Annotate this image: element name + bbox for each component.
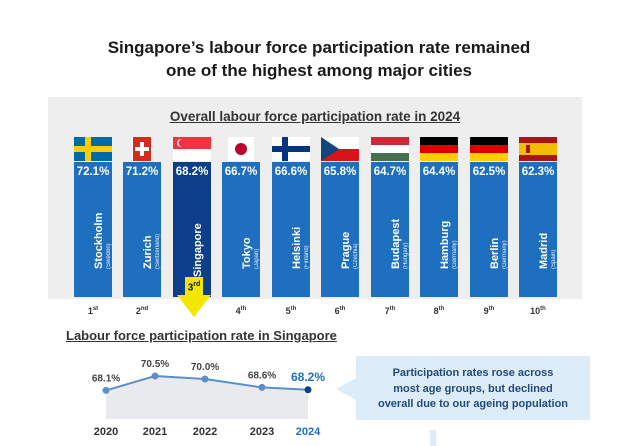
ranking-chart-panel: Overall labour force participation rate …	[48, 97, 582, 316]
bar-helsinki: 66.6% Helsinki (Finland)	[272, 162, 310, 297]
x-tick-2020: 2020	[94, 426, 118, 438]
callout-stub	[430, 430, 436, 446]
bar-category-label: Berlin (Germany)	[489, 238, 509, 269]
hungary-flag-icon	[371, 137, 409, 161]
bar-prague: 65.8% Prague (Czechia)	[321, 162, 359, 297]
rank-label: 9th	[483, 306, 495, 316]
switzerland-flag-icon	[123, 137, 161, 161]
rank-label: 5th	[285, 306, 297, 316]
rank-label: 7th	[384, 306, 396, 316]
bar-value-label: 62.5%	[472, 166, 506, 178]
x-tick-2024: 2024	[296, 426, 321, 438]
bar-category-label: Hamburg (Germany)	[439, 221, 459, 269]
callout-pointer	[336, 377, 358, 401]
bar-value-label: 72.1%	[76, 166, 110, 178]
data-point-2021	[151, 372, 159, 380]
germany-flag-icon	[470, 137, 508, 161]
data-label-2022: 70.0%	[191, 362, 219, 373]
data-label-2024: 68.2%	[291, 370, 325, 384]
city-name: Madrid	[538, 232, 550, 269]
main-title-line-2: one of the highest among major cities	[165, 61, 473, 80]
bar-category-label: Budapest (Hungary)	[390, 219, 410, 269]
country-name: (Sweden)	[106, 243, 112, 269]
callout-line-1: Participation rates rose across	[392, 367, 554, 379]
main-title: Singapore’s labour force participation r…	[0, 36, 638, 82]
ranking-chart-title: Overall labour force participation rate …	[169, 109, 461, 124]
down-arrow-icon	[177, 277, 211, 317]
city-name: Hamburg	[439, 220, 451, 269]
bar-value-label: 68.2%	[175, 166, 209, 178]
city-name: Zurich	[142, 235, 154, 269]
country-name: (Germany)	[452, 240, 458, 269]
country-name: (Finland)	[304, 245, 310, 269]
callout-line-2: most age groups, but declined	[393, 382, 553, 395]
city-name: Prague	[340, 231, 352, 269]
bar-category-label: Stockholm (Sweden)	[93, 213, 113, 269]
callout-box: Participation rates rose across most age…	[356, 356, 590, 420]
city-name: Budapest	[390, 218, 402, 269]
bar-madrid: 62.3% Madrid (Spain)	[519, 162, 557, 297]
data-point-2024	[304, 386, 312, 394]
germany-flag-icon	[420, 137, 458, 161]
country-name: (Japan)	[254, 248, 260, 269]
bar-category-label: Prague (Czechia)	[340, 232, 360, 269]
spain-flag-icon	[519, 137, 557, 161]
bar-category-label: Helsinki (Finland)	[291, 227, 311, 269]
bar-budapest: 64.7% Budapest (Hungary)	[371, 162, 409, 297]
rank-label: 8th	[433, 306, 445, 316]
city-name: Helsinki	[291, 226, 303, 269]
data-point-2023	[258, 383, 266, 391]
finland-flag-icon	[272, 137, 310, 161]
country-name: (Czechia)	[353, 243, 359, 269]
bar-value-label: 65.8%	[323, 166, 357, 178]
data-label-2021: 70.5%	[141, 359, 169, 370]
bar-value-label: 66.6%	[274, 166, 308, 178]
city-name: Tokyo	[241, 237, 253, 269]
country-name: (Switzerland)	[155, 233, 161, 269]
bar-zurich: 71.2% Zurich (Switzerland)	[123, 162, 161, 297]
highlight-rank: 3rd	[187, 281, 201, 294]
x-tick-2021: 2021	[143, 426, 167, 438]
bar-value-label: 62.3%	[521, 166, 555, 178]
rank-label: 6th	[334, 306, 346, 316]
japan-flag-icon	[222, 137, 260, 161]
singapore-flag-icon	[173, 137, 211, 161]
rank-label: 2nd	[135, 306, 149, 316]
bar-value-label: 71.2%	[125, 166, 159, 178]
rank-label: 10th	[530, 306, 546, 316]
bar-category-label: Zurich (Switzerland)	[142, 234, 162, 269]
bar-value-label: 66.7%	[224, 166, 258, 178]
data-point-2022	[201, 375, 209, 383]
data-label-2020: 68.1%	[92, 373, 120, 384]
country-name: (Germany)	[502, 240, 508, 269]
bar-value-label: 64.7%	[373, 166, 407, 178]
city-name: Berlin	[489, 237, 501, 269]
country-name: (Spain)	[551, 249, 557, 269]
bar-value-label: 64.4%	[422, 166, 456, 178]
bar-tokyo: 66.7% Tokyo (Japan)	[222, 162, 260, 297]
bar-berlin: 62.5% Berlin (Germany)	[470, 162, 508, 297]
bar-category-label: Singapore	[192, 223, 204, 277]
trend-line-chart: 68.1% 2020 70.5% 2021 70.0% 2022 68.6% 2023 68.2…	[92, 359, 326, 438]
x-tick-2023: 2023	[250, 426, 274, 438]
bar-category-label: Tokyo (Japan)	[241, 237, 261, 269]
bar-singapore: 68.2% Singapore	[173, 162, 211, 297]
callout-line-3: overall due to our ageing population	[377, 398, 569, 410]
rank-label: 1st	[87, 306, 99, 316]
trend-chart-title: Labour force participation rate in Singa…	[66, 328, 337, 343]
city-name: Singapore	[192, 223, 204, 277]
sweden-flag-icon	[74, 137, 112, 161]
data-label-2023: 68.6%	[248, 370, 276, 381]
rank-label: 4th	[235, 306, 247, 316]
x-tick-2022: 2022	[193, 426, 217, 438]
bar-hamburg: 64.4% Hamburg (Germany)	[420, 162, 458, 297]
country-name: (Hungary)	[403, 242, 409, 269]
bar-stockholm: 72.1% Stockholm (Sweden)	[74, 162, 112, 297]
data-point-2020	[102, 386, 110, 394]
city-name: Stockholm	[93, 212, 105, 269]
bar-category-label: Madrid (Spain)	[538, 233, 558, 269]
czechia-flag-icon	[321, 137, 359, 161]
main-title-line-1: Singapore’s labour force participation r…	[107, 38, 531, 57]
callout-text: Participation rates rose across most age…	[364, 366, 582, 413]
